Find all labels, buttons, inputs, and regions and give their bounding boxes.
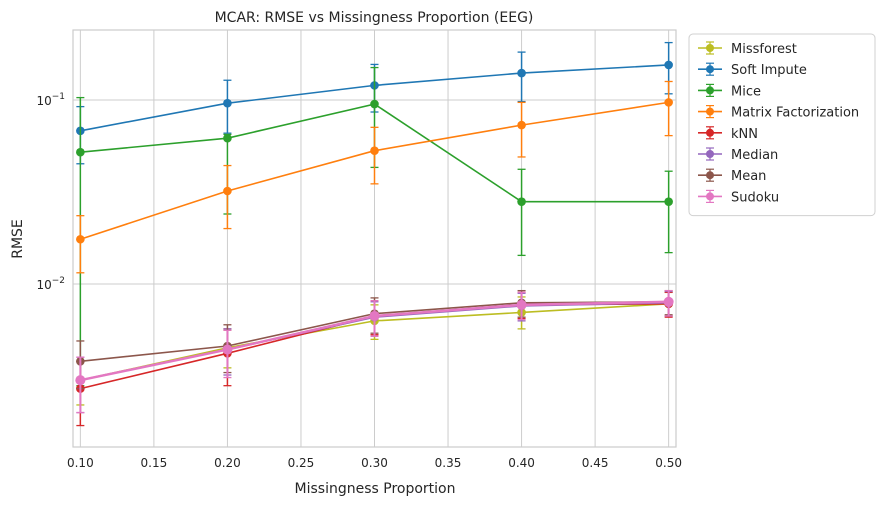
plot-frame (72, 29, 677, 448)
data-point (369, 310, 380, 321)
chart-title: MCAR: RMSE vs Missingness Proportion (EE… (215, 10, 534, 26)
data-point (223, 98, 232, 108)
legend-box (688, 33, 876, 217)
legend-marker (706, 65, 714, 74)
data-point (370, 99, 379, 109)
legend-label: kNN (731, 127, 758, 142)
legend-item: Mice (698, 83, 761, 99)
x-tick-label: 0.40 (508, 456, 535, 470)
legend-label: Mean (731, 169, 766, 184)
x-tick-label: 0.10 (67, 456, 94, 470)
legend-marker (706, 86, 714, 95)
y-tick-labels: 10−2 10−1 (36, 92, 65, 292)
y-tick-label: 10−1 (36, 92, 65, 108)
x-axis-label: Missingness Proportion (295, 481, 456, 497)
legend-label: Median (731, 148, 778, 163)
y-axis-label: RMSE (10, 219, 26, 259)
legend-label: Soft Impute (731, 63, 807, 78)
data-point (664, 98, 673, 107)
legend-marker (706, 192, 714, 201)
series-sudoku (75, 289, 674, 414)
data-point (76, 147, 85, 157)
legend-label: Matrix Factorization (731, 106, 859, 121)
legend-item: Matrix Factorization (698, 104, 859, 121)
x-tick-label: 0.45 (582, 456, 609, 470)
series-matrix-factorization (76, 80, 673, 274)
legend-marker (706, 128, 714, 137)
data-point (664, 197, 673, 206)
x-tick-label: 0.30 (361, 456, 388, 470)
data-point (517, 120, 526, 130)
legend-marker (706, 44, 714, 52)
legend-item: Missforest (698, 41, 797, 57)
data-point (222, 344, 233, 355)
y-tick-label: 10−2 (36, 276, 65, 292)
data-point (76, 234, 85, 244)
legend-item: Median (698, 147, 778, 163)
legend-label: Mice (731, 84, 761, 99)
data-point (223, 133, 232, 143)
data-point (517, 197, 526, 206)
legend-label: Missforest (731, 42, 797, 57)
legend-item: Sudoku (698, 189, 779, 205)
axes-frame (72, 29, 677, 448)
x-tick-labels: 0.10 0.15 0.20 0.25 0.30 0.35 0.40 0.45 0.50 (67, 456, 682, 470)
data-point (663, 296, 674, 307)
legend-item: Soft Impute (698, 62, 807, 78)
legend-marker (706, 107, 714, 116)
data-point (664, 60, 673, 70)
legend-marker (706, 150, 714, 158)
data-point (223, 186, 232, 196)
legend-item: kNN (698, 126, 758, 142)
data-point (370, 146, 379, 155)
x-tick-label: 0.50 (655, 456, 682, 470)
legend: Missforest Soft Impute Mice Matrix Factoriz… (688, 33, 876, 217)
x-tick-label: 0.15 (141, 456, 168, 470)
legend-label: Sudoku (731, 190, 779, 205)
legend-marker (706, 171, 714, 180)
series-layer (75, 41, 674, 427)
data-point (516, 299, 527, 310)
x-tick-label: 0.20 (214, 456, 241, 470)
data-point (517, 68, 526, 78)
x-tick-label: 0.35 (435, 456, 462, 470)
legend-item: Mean (698, 168, 766, 184)
data-point (75, 375, 86, 386)
x-tick-label: 0.25 (288, 456, 315, 470)
